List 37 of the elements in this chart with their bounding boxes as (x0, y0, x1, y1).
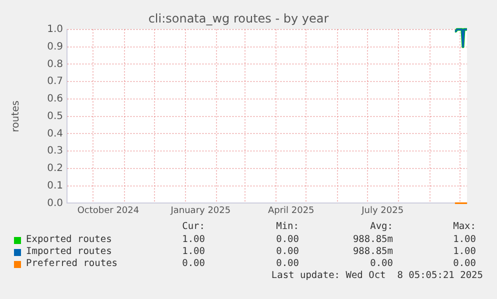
text: 988.85m (352, 246, 393, 258)
text: Avg: (370, 221, 393, 233)
legend-label: Preferred routes (26, 258, 118, 270)
y-tick-label: 0.0 (47, 198, 63, 209)
text: Cur: (182, 221, 205, 233)
y-tick-label: 0.5 (47, 110, 63, 122)
text: 0.00 (370, 258, 393, 270)
x-tick-label: January 2025 (170, 206, 231, 216)
text: 0.00 (182, 258, 205, 270)
y-tick-label: 1.0 (47, 24, 63, 35)
x-tick-label: July 2025 (360, 206, 404, 216)
y-axis-title: routes (10, 100, 22, 132)
legend-label: Exported routes (26, 234, 112, 246)
text: Max: (453, 221, 476, 233)
text: Min: (276, 221, 299, 233)
text: 0.00 (453, 258, 476, 270)
y-tick-label: 0.2 (47, 163, 63, 174)
x-tick-label: October 2024 (77, 206, 140, 216)
text: 1.00 (453, 246, 476, 258)
text: 988.85m (352, 234, 393, 246)
legend-label: Imported routes (26, 246, 112, 258)
text: 0.00 (276, 258, 299, 270)
y-tick-label: 0.8 (47, 58, 63, 70)
y-tick-label: 0.4 (47, 128, 63, 140)
chart-title: cli:sonata_wg routes - by year (148, 11, 329, 26)
text: 1.00 (182, 234, 205, 246)
y-tick-label: 0.6 (47, 94, 63, 105)
text: 1.00 (453, 234, 476, 246)
y-tick-label: 0.9 (47, 41, 63, 52)
text: 0.00 (276, 234, 299, 246)
text: 1.00 (182, 246, 205, 258)
text: 0.00 (276, 246, 299, 258)
y-tick-label: 0.1 (47, 180, 63, 192)
x-tick-label: April 2025 (268, 206, 314, 216)
y-tick-label: 0.7 (47, 76, 63, 88)
text: Last update: Wed Oct 8 05:05:21 2025 (271, 270, 483, 282)
y-tick-label: 0.3 (47, 146, 63, 157)
